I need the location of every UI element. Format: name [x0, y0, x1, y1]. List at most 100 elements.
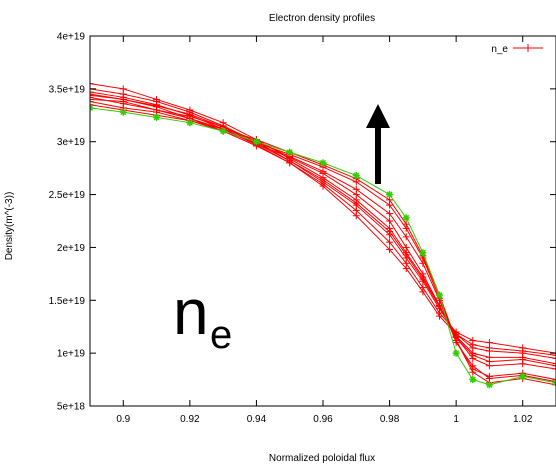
series-highlight — [90, 104, 556, 389]
data-point — [519, 347, 527, 355]
series-1 — [90, 90, 556, 373]
data-point — [186, 110, 194, 118]
data-point — [386, 210, 394, 218]
data-point — [419, 275, 427, 283]
data-point — [119, 95, 127, 103]
increase-arrow — [366, 104, 390, 184]
data-point — [352, 172, 360, 180]
data-point — [153, 102, 161, 110]
data-point — [552, 365, 556, 373]
data-point — [186, 119, 194, 127]
series-5 — [90, 80, 556, 370]
data-point — [319, 159, 327, 167]
data-point — [452, 349, 460, 357]
data-point — [419, 288, 427, 296]
data-point — [90, 104, 94, 112]
data-point — [485, 344, 493, 352]
data-point — [419, 249, 427, 257]
ne-annotation-subscript: e — [210, 313, 232, 357]
data-point — [119, 85, 127, 93]
series-4 — [90, 93, 556, 386]
highlight-layer — [90, 104, 556, 389]
x-tick-label: 0.98 — [380, 414, 400, 425]
data-point — [90, 90, 94, 98]
data-point — [469, 362, 477, 370]
data-point — [153, 113, 161, 121]
series-line — [90, 94, 556, 365]
data-point — [90, 95, 94, 103]
x-tick-label: 0.94 — [247, 414, 267, 425]
data-point — [352, 199, 360, 207]
data-point — [386, 201, 394, 209]
y-axis-title: Density(m^(-3)) — [4, 192, 15, 261]
series-line — [90, 83, 556, 367]
series-8 — [90, 91, 556, 368]
series-7 — [90, 98, 556, 389]
x-axis-title: Normalized poloidal flux — [269, 453, 375, 464]
data-point — [90, 80, 94, 88]
x-tick-label: 1 — [453, 414, 459, 425]
data-point — [402, 214, 410, 222]
data-point — [386, 228, 394, 236]
series-line — [90, 88, 556, 359]
series-line — [90, 96, 556, 383]
data-point — [286, 148, 294, 156]
data-point — [519, 353, 527, 361]
data-point — [452, 332, 460, 340]
x-ticks: 0.9 0.92 0.94 0.96 0.98 1 1.02 — [116, 36, 533, 425]
series-6 — [90, 88, 556, 359]
data-point — [485, 381, 493, 389]
y-tick-label: 4e+19 — [57, 32, 86, 43]
data-point — [469, 368, 477, 376]
data-point — [90, 93, 94, 101]
data-point — [519, 372, 527, 380]
data-point — [386, 191, 394, 199]
plot-area — [90, 80, 556, 389]
y-ticks: 5e+18 1e+19 1.5e+19 2e+19 2.5e+19 3e+19 3.5e+1… — [49, 32, 556, 413]
data-point — [402, 224, 410, 232]
data-point — [386, 238, 394, 246]
y-tick-label: 5e+18 — [57, 402, 86, 413]
legend-label: n_e — [491, 44, 508, 55]
data-point — [252, 138, 260, 146]
series-line — [90, 107, 556, 386]
data-point — [552, 360, 556, 368]
series-line — [90, 104, 556, 381]
series-line — [90, 101, 556, 386]
data-point — [319, 176, 327, 184]
data-point — [219, 127, 227, 135]
data-point — [402, 233, 410, 241]
series-0 — [90, 101, 556, 384]
series-layer — [90, 80, 556, 389]
series-line — [90, 91, 556, 356]
x-tick-label: 0.9 — [116, 414, 130, 425]
data-point — [90, 88, 94, 96]
legend-marker — [524, 44, 532, 52]
data-point — [552, 362, 556, 370]
y-tick-label: 2.5e+19 — [49, 190, 86, 201]
data-point — [402, 251, 410, 259]
series-line — [90, 98, 556, 354]
data-point — [90, 101, 94, 109]
data-point — [119, 108, 127, 116]
data-point — [436, 303, 443, 311]
data-point — [386, 246, 394, 254]
data-point — [286, 157, 294, 165]
ne-annotation-main: n — [173, 276, 209, 348]
data-point — [552, 378, 556, 386]
y-tick-label: 1e+19 — [57, 349, 86, 360]
data-point — [485, 353, 493, 361]
x-tick-label: 1.02 — [513, 414, 533, 425]
x-tick-label: 0.92 — [180, 414, 200, 425]
data-point — [386, 217, 394, 225]
x-tick-label: 0.96 — [313, 414, 333, 425]
series-2 — [90, 85, 556, 362]
data-point — [436, 312, 443, 320]
series-3 — [90, 95, 556, 357]
data-point — [402, 265, 410, 273]
y-tick-label: 3.5e+19 — [49, 84, 86, 95]
data-point — [90, 98, 94, 106]
data-point — [319, 182, 327, 190]
data-point — [352, 178, 360, 186]
